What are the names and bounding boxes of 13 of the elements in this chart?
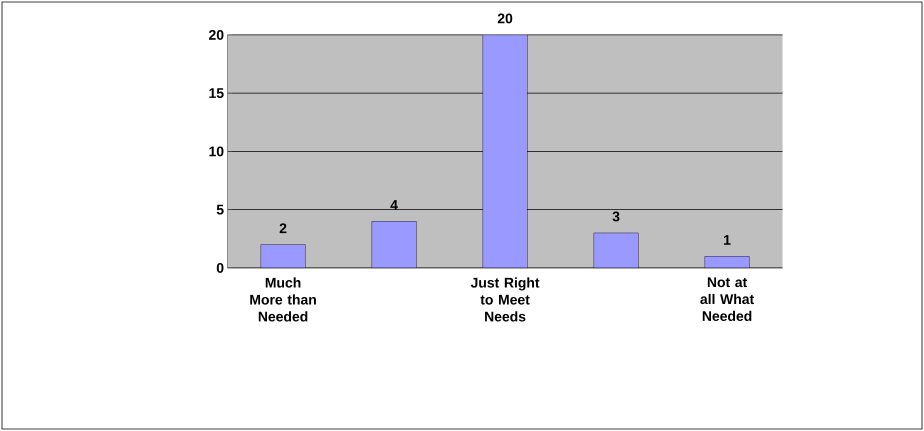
y-tick-label: 15 <box>209 88 224 98</box>
y-tick-label: 10 <box>209 146 224 156</box>
data-label: 2 <box>280 223 286 234</box>
data-label: 4 <box>390 200 398 210</box>
data-label: 20 <box>498 13 512 24</box>
y-tick-label: 20 <box>209 30 224 40</box>
data-label: 1 <box>724 235 731 245</box>
x-tick-label: Not at all What Needed <box>700 277 754 322</box>
y-tick-label: 0 <box>216 262 224 273</box>
x-tick-label: Much More than Needed <box>250 277 316 322</box>
data-label: 3 <box>612 212 620 222</box>
y-tick-label: 5 <box>216 204 224 215</box>
x-tick-label: Just Right to Meet Needs <box>470 277 540 322</box>
